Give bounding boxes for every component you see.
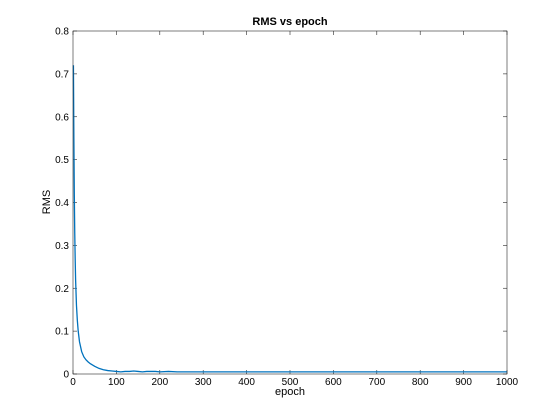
y-tick-label: 0.3 (55, 241, 69, 252)
x-tick-label: 200 (151, 377, 168, 388)
y-tick-label: 0.8 (55, 27, 69, 38)
x-tick-label: 300 (195, 377, 212, 388)
y-tick-label: 0.5 (55, 155, 69, 166)
x-tick-label: 500 (282, 377, 299, 388)
x-tick-label: 900 (455, 377, 472, 388)
plot-area (73, 31, 507, 374)
x-tick-label: 1000 (496, 377, 519, 388)
x-tick-label: 600 (325, 377, 342, 388)
y-tick-label: 0.4 (55, 198, 69, 209)
y-tick-label: 0 (63, 370, 69, 381)
y-tick-label: 0.7 (55, 69, 69, 80)
y-tick-label: 0.1 (55, 327, 69, 338)
x-tick-label: 700 (368, 377, 385, 388)
x-tick-label: 800 (412, 377, 429, 388)
x-tick-label: 400 (238, 377, 255, 388)
y-tick-label: 0.2 (55, 284, 69, 295)
y-tick-label: 0.6 (55, 112, 69, 123)
x-tick-label: 100 (108, 377, 125, 388)
chart-title: RMS vs epoch (252, 16, 327, 28)
y-axis-label: RMS (41, 190, 53, 214)
x-tick-label: 0 (70, 377, 76, 388)
